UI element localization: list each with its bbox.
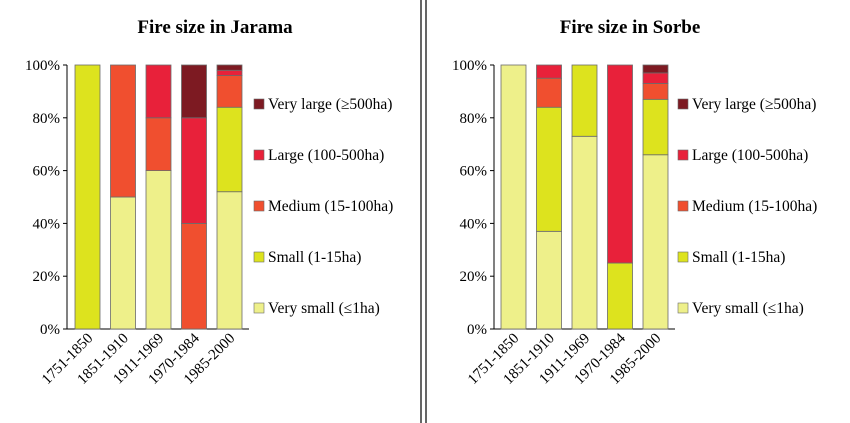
bar-segment [110,196,136,330]
bar-segment [145,64,172,119]
legend-label: Small (1-15ha) [268,249,361,266]
legend-swatch [677,251,689,263]
legend-swatch [253,302,265,314]
bar-segment [571,135,598,330]
bar-segment [181,64,207,119]
chart-title: Fire size in Sorbe [560,17,701,38]
bar-segment [74,64,101,330]
bar-segment [145,117,172,172]
legend-label: Small (1-15ha) [692,249,785,266]
y-tick-label: 60% [460,164,488,180]
bar-segment [536,77,562,108]
bar-segment [607,262,633,330]
y-tick-label: 0% [467,322,487,338]
bar-segment [536,230,562,330]
bar-segment [216,191,243,330]
y-tick-label: 100% [25,58,60,74]
bar-segment [181,117,207,224]
legend-swatch [677,200,689,212]
legend-label: Very large (≥500ha) [692,96,816,113]
legend-swatch [253,98,265,110]
bar-segment [536,64,562,79]
y-tick-label: 80% [460,111,488,127]
bar-segment [571,64,598,137]
bar-segment [216,64,243,71]
bar-segment [642,98,669,156]
legend-label: Very small (≤1ha) [268,300,380,317]
bar-segment [642,83,669,100]
bar-segment [110,64,136,198]
bar-segment [607,64,633,264]
bar-segment [181,222,207,330]
legend-label: Large (100-500ha) [692,147,808,164]
y-tick-label: 20% [33,269,61,285]
y-tick-label: 0% [40,322,60,338]
bar-segment [642,64,669,74]
legend-label: Large (100-500ha) [268,147,384,164]
y-tick-label: 100% [452,58,487,74]
chart-title: Fire size in Jarama [137,17,293,38]
y-tick-label: 20% [460,269,488,285]
legend-label: Very small (≤1ha) [692,300,804,317]
bar-segment [145,170,172,330]
bar-segment [642,72,669,84]
legend-swatch [677,149,689,161]
bar-segment [642,154,669,330]
legend-swatch [677,302,689,314]
legend-label: Medium (15-100ha) [692,198,817,215]
bar-segment [500,64,527,330]
bar-segment [216,75,243,108]
y-tick-label: 40% [33,216,61,232]
legend-label: Very large (≥500ha) [268,96,392,113]
legend-swatch [253,251,265,263]
y-tick-label: 60% [33,164,61,180]
bar-segment [216,106,243,193]
legend-label: Medium (15-100ha) [268,198,393,215]
legend-swatch [677,98,689,110]
legend-swatch [253,149,265,161]
y-tick-label: 40% [460,216,488,232]
y-tick-label: 80% [33,111,61,127]
bar-segment [536,106,562,232]
bar-segment [216,69,243,76]
legend-swatch [253,200,265,212]
